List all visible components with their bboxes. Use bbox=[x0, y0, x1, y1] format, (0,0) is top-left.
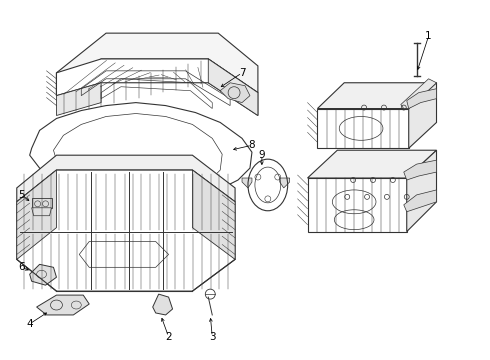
Polygon shape bbox=[193, 170, 235, 260]
Polygon shape bbox=[56, 33, 258, 96]
Polygon shape bbox=[407, 150, 437, 231]
Polygon shape bbox=[308, 178, 407, 231]
Polygon shape bbox=[32, 208, 51, 216]
Polygon shape bbox=[37, 295, 89, 315]
Polygon shape bbox=[308, 150, 437, 178]
Polygon shape bbox=[220, 83, 250, 103]
Polygon shape bbox=[318, 83, 437, 109]
Text: 8: 8 bbox=[248, 140, 255, 150]
Polygon shape bbox=[208, 59, 258, 116]
Polygon shape bbox=[404, 190, 437, 212]
Polygon shape bbox=[242, 178, 252, 188]
Polygon shape bbox=[56, 83, 101, 116]
Polygon shape bbox=[30, 264, 56, 285]
Text: 1: 1 bbox=[425, 31, 432, 41]
Polygon shape bbox=[32, 198, 51, 208]
Text: 2: 2 bbox=[165, 332, 172, 342]
Text: 4: 4 bbox=[26, 319, 33, 329]
Polygon shape bbox=[404, 160, 437, 180]
Text: 3: 3 bbox=[209, 332, 216, 342]
Text: 9: 9 bbox=[259, 150, 265, 160]
Polygon shape bbox=[318, 109, 409, 148]
Text: 7: 7 bbox=[239, 68, 245, 78]
Polygon shape bbox=[17, 155, 235, 202]
Polygon shape bbox=[407, 89, 437, 109]
Polygon shape bbox=[153, 294, 172, 315]
Polygon shape bbox=[409, 83, 437, 148]
Text: 6: 6 bbox=[19, 262, 25, 272]
Polygon shape bbox=[401, 79, 437, 109]
Polygon shape bbox=[280, 178, 290, 188]
Polygon shape bbox=[17, 170, 235, 291]
Polygon shape bbox=[17, 170, 56, 260]
Polygon shape bbox=[56, 59, 258, 116]
Text: 5: 5 bbox=[19, 190, 25, 200]
